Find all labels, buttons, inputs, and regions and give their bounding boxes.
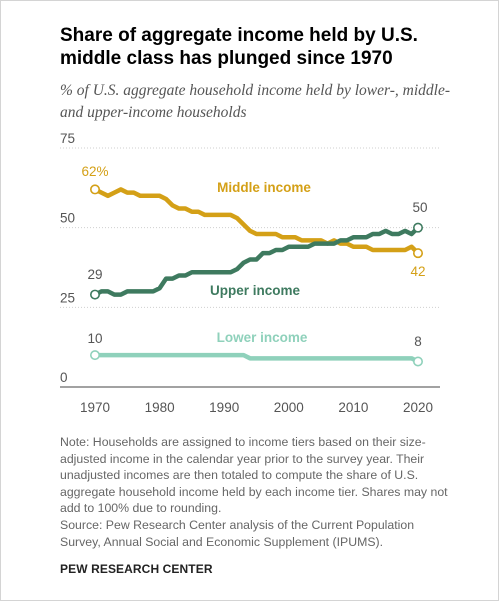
point-marker-end bbox=[412, 248, 423, 259]
series-lines bbox=[92, 187, 421, 364]
x-axis-ticks: 1970 1980 1990 2000 2010 2020 bbox=[80, 400, 433, 415]
brand-logo-text: PEW RESEARCH CENTER bbox=[60, 562, 213, 576]
point-marker-start bbox=[90, 289, 101, 300]
endpoint-markers bbox=[90, 184, 423, 367]
data-label-start: 10 bbox=[87, 331, 102, 346]
chart-notes: Note: Households are assigned to income … bbox=[60, 434, 455, 550]
series-label-middle: Middle income bbox=[217, 180, 311, 195]
x-tick-label: 2020 bbox=[403, 400, 433, 415]
chart-subtitle: % of U.S. aggregate household income hel… bbox=[60, 82, 450, 121]
data-label-start: 29 bbox=[87, 267, 102, 282]
y-tick-label: 75 bbox=[60, 131, 75, 146]
series-label-lower: Lower income bbox=[217, 330, 308, 345]
point-marker-end bbox=[412, 356, 423, 367]
x-tick-label: 2000 bbox=[274, 400, 304, 415]
source-text: Source: Pew Research Center analysis of … bbox=[60, 517, 415, 549]
y-axis-ticks: 0 25 50 75 bbox=[60, 131, 75, 385]
data-label-end: 50 bbox=[412, 200, 427, 215]
y-tick-label: 25 bbox=[60, 290, 75, 305]
data-labels: Middle income 62% 42 Upper income 29 50 Lower … bbox=[81, 164, 427, 349]
series-label-upper: Upper income bbox=[210, 283, 301, 298]
note-text: Note: Households are assigned to income … bbox=[60, 435, 448, 516]
y-tick-label: 0 bbox=[60, 370, 68, 385]
x-tick-label: 1980 bbox=[145, 400, 175, 415]
data-label-start: 62% bbox=[81, 164, 108, 179]
data-label-end: 42 bbox=[410, 264, 425, 279]
y-tick-label: 50 bbox=[60, 211, 75, 226]
x-tick-label: 1990 bbox=[209, 400, 239, 415]
x-tick-label: 1970 bbox=[80, 400, 110, 415]
chart-title: Share of aggregate income held by U.S. m… bbox=[60, 25, 418, 69]
series-line-middle bbox=[92, 187, 421, 256]
point-marker-start bbox=[90, 184, 101, 195]
series-line-lower bbox=[92, 352, 421, 364]
data-label-end: 8 bbox=[414, 334, 422, 349]
series-line-upper bbox=[92, 225, 421, 297]
point-marker-end bbox=[412, 222, 423, 233]
line-chart: 0 25 50 75 1970 1980 1990 2000 2010 2020 Middle … bbox=[60, 131, 440, 415]
x-tick-label: 2010 bbox=[338, 400, 368, 415]
point-marker-start bbox=[90, 350, 101, 361]
